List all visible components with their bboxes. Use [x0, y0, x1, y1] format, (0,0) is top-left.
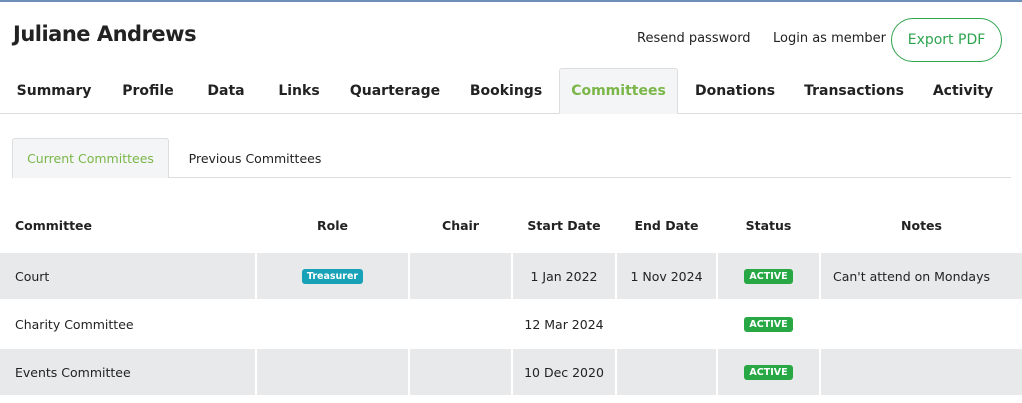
cell-status: ACTIVE: [718, 253, 819, 299]
tab-committees[interactable]: Committees: [559, 68, 678, 114]
export-pdf-button[interactable]: Export PDF: [891, 18, 1002, 62]
cell-end: 1 Nov 2024: [617, 253, 716, 299]
table-row: Court Treasurer 1 Jan 2022 1 Nov 2024 ACTIVE…: [0, 253, 1022, 299]
cell-role: [257, 301, 408, 347]
subtab-previous-committees[interactable]: Previous Committees: [188, 150, 322, 166]
status-badge: ACTIVE: [744, 268, 793, 284]
cell-committee: Court: [0, 253, 255, 299]
cell-start: 12 Mar 2024: [524, 316, 604, 332]
header-start-date: Start Date: [527, 218, 601, 233]
tab-transactions[interactable]: Transactions: [804, 83, 904, 99]
cell-committee: Charity Committee: [15, 316, 134, 332]
cell-role: [257, 349, 408, 395]
table-row: Events Committee 10 Dec 2020 ACTIVE: [0, 349, 1022, 395]
header-chair: Chair: [442, 218, 479, 233]
tab-activity[interactable]: Activity: [932, 83, 994, 99]
tab-quarterage[interactable]: Quarterage: [349, 83, 441, 99]
cell-status: ACTIVE: [718, 349, 819, 395]
header-notes: Notes: [901, 218, 942, 233]
subtab-current-committees[interactable]: Current Committees: [12, 138, 169, 178]
cell-committee: Events Committee: [0, 349, 255, 395]
tab-bookings[interactable]: Bookings: [469, 83, 543, 99]
cell-start: 1 Jan 2022: [513, 253, 615, 299]
role-badge: Treasurer: [301, 268, 364, 284]
tab-summary[interactable]: Summary: [16, 83, 92, 99]
cell-chair: [410, 301, 511, 347]
cell-end: [617, 301, 716, 347]
login-as-member-link[interactable]: Login as member: [773, 31, 886, 46]
cell-notes: [821, 301, 1022, 347]
cell-role: Treasurer: [257, 253, 408, 299]
cell-notes: [821, 349, 1022, 395]
tab-links[interactable]: Links: [278, 83, 320, 99]
tab-donations[interactable]: Donations: [694, 83, 776, 99]
status-badge: ACTIVE: [744, 316, 793, 332]
resend-password-link[interactable]: Resend password: [637, 31, 751, 46]
status-badge: ACTIVE: [744, 364, 793, 380]
header-status: Status: [745, 218, 792, 233]
cell-chair: [410, 253, 511, 299]
cell-start: 10 Dec 2020: [513, 349, 615, 395]
table-row: Charity Committee 12 Mar 2024 ACTIVE: [0, 301, 1022, 347]
cell-chair: [410, 349, 511, 395]
header-committee: Committee: [15, 218, 93, 233]
header-end-date: End Date: [634, 218, 699, 233]
page-title: Juliane Andrews: [13, 22, 197, 46]
cell-notes: Can't attend on Mondays: [821, 253, 1022, 299]
sub-tabs: Current Committees Previous Committees: [12, 138, 1011, 178]
header-role: Role: [317, 218, 348, 233]
tab-data[interactable]: Data: [207, 83, 245, 99]
tab-profile[interactable]: Profile: [122, 83, 174, 99]
cell-end: [617, 349, 716, 395]
cell-status: ACTIVE: [718, 301, 819, 347]
main-tabs: Summary Profile Data Links Quarterage Bo…: [0, 68, 1022, 114]
